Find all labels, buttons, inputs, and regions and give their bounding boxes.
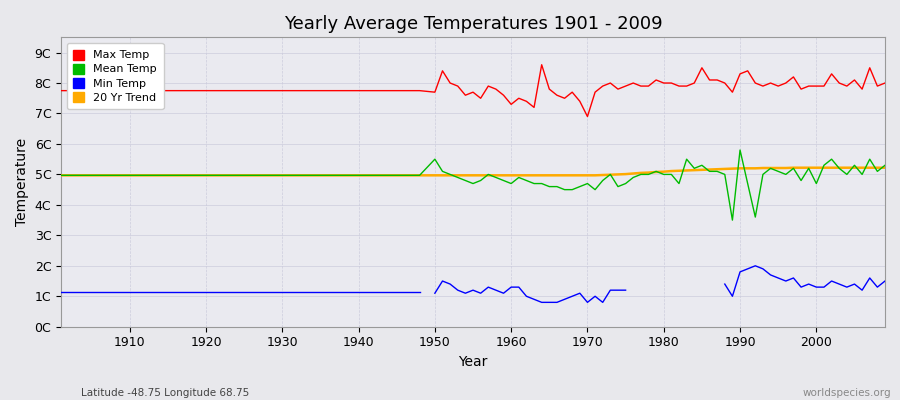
Text: Latitude -48.75 Longitude 68.75: Latitude -48.75 Longitude 68.75 [81,388,249,398]
Y-axis label: Temperature: Temperature [15,138,29,226]
X-axis label: Year: Year [458,355,488,369]
Legend: Max Temp, Mean Temp, Min Temp, 20 Yr Trend: Max Temp, Mean Temp, Min Temp, 20 Yr Tre… [67,43,164,109]
Text: worldspecies.org: worldspecies.org [803,388,891,398]
Title: Yearly Average Temperatures 1901 - 2009: Yearly Average Temperatures 1901 - 2009 [284,15,662,33]
